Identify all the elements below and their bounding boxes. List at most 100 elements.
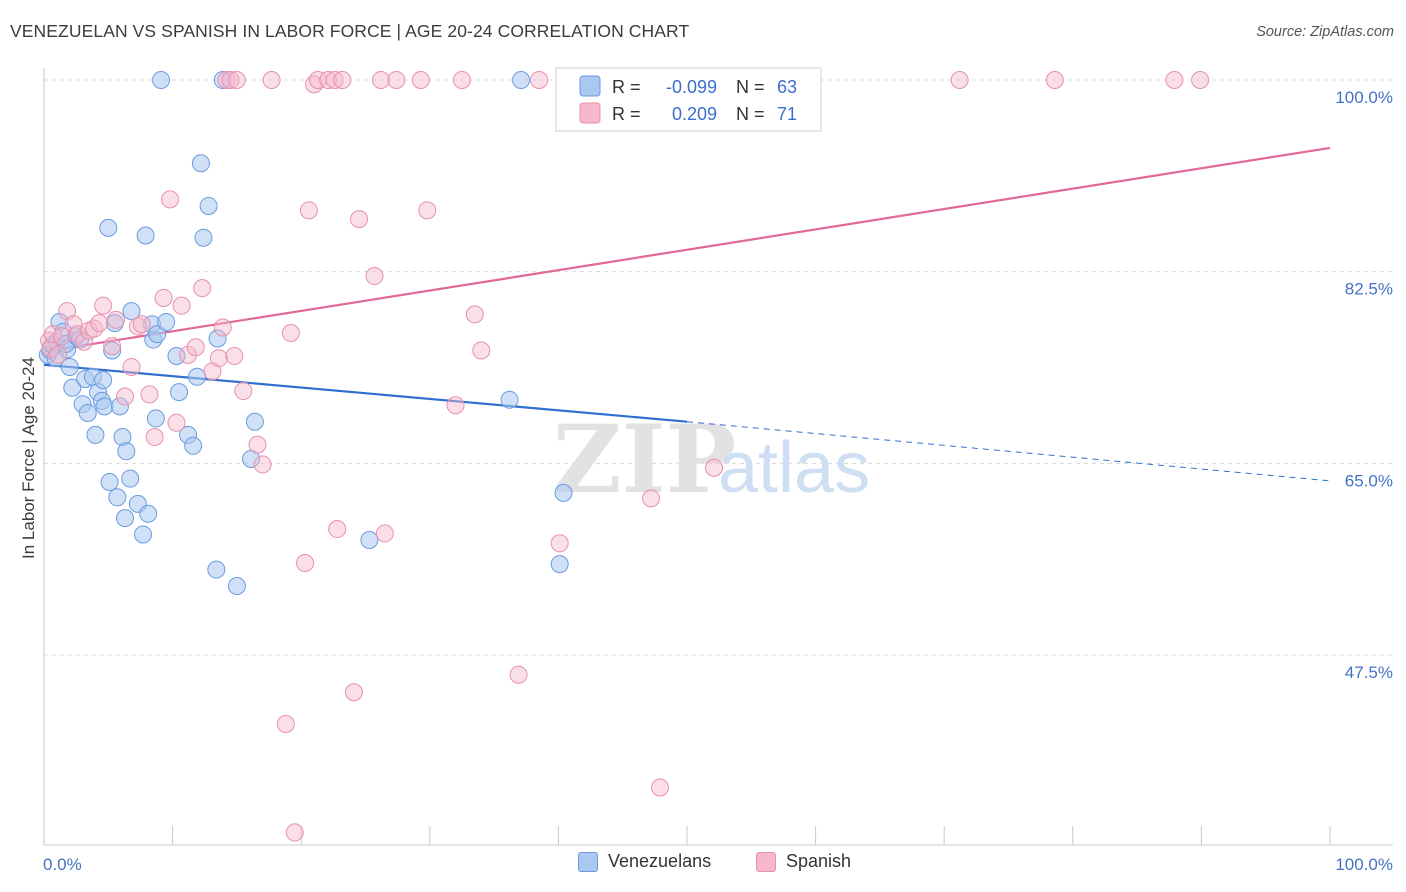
chart-title: VENEZUELAN VS SPANISH IN LABOR FORCE | A… — [10, 21, 690, 41]
spanish-point — [371, 71, 390, 89]
venezuelan-point — [86, 425, 105, 444]
spanish-point — [68, 325, 87, 344]
series-legend: Venezuelans Spanish — [0, 851, 1406, 879]
grid-lines — [44, 79, 1393, 656]
venezuelan-point — [554, 483, 573, 502]
spanish-point — [281, 324, 300, 342]
legend-item-venezuelans: Venezuelans — [578, 851, 711, 872]
legend-item-spanish: Spanish — [756, 851, 851, 872]
spanish-point — [365, 267, 384, 286]
spanish-point — [227, 71, 246, 89]
venezuelan-point — [500, 390, 519, 409]
venezuelan-point — [94, 371, 113, 390]
spanish-point — [705, 458, 724, 477]
venezuelan-point — [99, 218, 118, 237]
venezuelan-point — [122, 302, 141, 321]
venezuelans-swatch — [578, 851, 598, 872]
legend-r-label-2: R = — [612, 104, 641, 124]
venezuelan-point — [100, 472, 119, 491]
venezuelan-point — [184, 436, 203, 455]
spanish-point — [116, 387, 135, 406]
spanish-point — [1165, 71, 1184, 89]
spanish-point — [333, 71, 352, 89]
y-tick-label: 100.0% — [1335, 88, 1393, 107]
y-tick-label: 47.5% — [1345, 663, 1393, 682]
spanish-point — [58, 302, 77, 321]
correlation-legend: R = -0.099 N = 63 R = 0.209 N = 71 — [555, 67, 822, 132]
venezuelan-point — [245, 412, 264, 431]
legend-venezuelan-swatch — [579, 75, 601, 97]
venezuelan-point — [227, 577, 246, 595]
spanish-point — [509, 665, 528, 684]
spanish-point — [375, 524, 394, 543]
spanish-point — [285, 823, 304, 842]
venezuelan-point — [146, 409, 165, 428]
spanish-point — [344, 683, 363, 702]
spanish-point — [253, 455, 272, 474]
spanish-point — [262, 71, 281, 89]
legend-r-label-1: R = — [612, 77, 641, 97]
venezuelan-point — [194, 228, 213, 247]
spanish-point — [446, 396, 465, 415]
spanish-point — [650, 778, 669, 797]
venezuelan-point — [191, 154, 210, 173]
spanish-point — [49, 345, 68, 364]
venezuelan-point — [199, 196, 218, 215]
spanish-label: Spanish — [786, 851, 852, 871]
venezuelan-point — [95, 397, 114, 416]
spanish-point — [103, 337, 122, 356]
venezuelan-point — [207, 560, 226, 579]
spanish-point — [328, 520, 347, 539]
venezuelan-point — [208, 329, 227, 348]
spanish-point — [530, 71, 549, 89]
spanish-point — [472, 341, 491, 360]
venezuelan-point — [108, 488, 127, 507]
spanish-point — [550, 534, 569, 553]
spanish-point — [94, 296, 113, 315]
spanish-point — [299, 201, 318, 220]
venezuelan-point — [103, 341, 122, 360]
trend-lines — [43, 146, 1331, 482]
legend-n-label-1: N = — [736, 77, 765, 97]
venezuelan-point — [550, 555, 569, 574]
spanish-point — [1191, 71, 1210, 89]
axes — [43, 68, 1393, 846]
spanish-point — [90, 314, 109, 333]
spanish-point — [411, 71, 430, 89]
venezuelan-point — [78, 403, 97, 422]
spanish-point — [217, 71, 236, 89]
legend-n-value-1: 63 — [777, 77, 797, 97]
spanish-point — [193, 279, 212, 298]
spanish-point — [1045, 71, 1064, 89]
venezuelan-point — [134, 525, 153, 544]
venezuelan-point — [116, 509, 135, 528]
venezuelans-label: Venezuelans — [608, 851, 712, 871]
watermark-zip: ZIP — [553, 405, 736, 515]
legend-r-value-1: -0.099 — [666, 77, 717, 97]
spanish-point — [167, 413, 186, 432]
y-tick-label: 65.0% — [1345, 471, 1393, 490]
venezuelan-point — [136, 226, 155, 245]
venezuelan-point — [117, 442, 136, 461]
spanish-point — [74, 332, 93, 351]
spanish-point — [325, 71, 344, 89]
spanish-point — [203, 362, 222, 381]
spanish-point — [387, 71, 406, 89]
spanish-point — [950, 71, 969, 89]
venezuelan-point — [148, 325, 167, 344]
spanish-point — [186, 338, 205, 357]
spanish-point — [154, 288, 173, 307]
spanish-point — [465, 305, 484, 324]
venezuelan-point — [152, 71, 171, 89]
venezuelan-point — [110, 397, 129, 416]
spanish-point — [53, 327, 72, 346]
y-axis-label: In Labor Force | Age 20-24 — [19, 357, 38, 559]
spanish-point — [248, 435, 267, 454]
venezuelan-point — [121, 469, 140, 488]
venezuelan-point — [167, 347, 186, 365]
spanish-point — [350, 210, 369, 229]
spanish-point — [132, 315, 151, 334]
spanish-point — [234, 382, 253, 401]
legend-spanish-swatch — [579, 102, 601, 124]
venezuelan-point — [360, 531, 379, 549]
